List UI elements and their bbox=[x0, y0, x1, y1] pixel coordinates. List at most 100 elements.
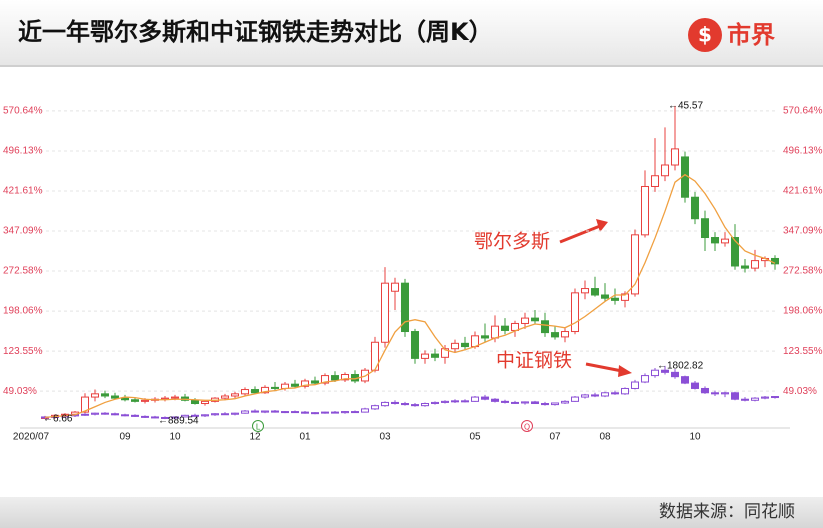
candle-body bbox=[601, 294, 609, 299]
annotation: ←45.57 bbox=[668, 101, 703, 112]
y2-tick-label: 198.06% bbox=[783, 306, 823, 317]
candle-body bbox=[731, 237, 739, 267]
candle-body bbox=[551, 402, 559, 406]
candle-body bbox=[541, 403, 549, 406]
candle-body bbox=[311, 412, 319, 415]
candle-body bbox=[451, 342, 459, 350]
candle-body bbox=[541, 320, 549, 334]
candle-body bbox=[631, 381, 639, 389]
candle-body bbox=[741, 398, 749, 401]
candle-body bbox=[661, 164, 669, 177]
candle-body bbox=[711, 392, 719, 395]
candle-body bbox=[231, 393, 239, 397]
candle-body bbox=[741, 265, 749, 269]
ma-line bbox=[44, 173, 776, 419]
y2-tick-label: 123.55% bbox=[783, 346, 823, 357]
y2-tick-label: 570.64% bbox=[783, 106, 823, 117]
candle-body bbox=[161, 416, 169, 419]
candle-body bbox=[601, 392, 609, 397]
candle-body bbox=[481, 335, 489, 339]
label-arrowhead bbox=[618, 365, 632, 377]
candle-body bbox=[261, 386, 269, 394]
candle-body bbox=[191, 414, 199, 417]
y-tick-label: 198.06% bbox=[3, 306, 43, 317]
candle-body bbox=[221, 395, 229, 399]
logo-text: 市界 bbox=[727, 21, 775, 49]
x-tick-label: 01 bbox=[299, 432, 311, 443]
logo-symbol: $ bbox=[698, 23, 712, 47]
candle-body bbox=[561, 331, 569, 338]
candle-body bbox=[241, 389, 249, 395]
candle-body bbox=[621, 293, 629, 301]
candle-body bbox=[281, 411, 289, 414]
candle-body bbox=[531, 317, 539, 322]
candle-body bbox=[591, 288, 599, 296]
annotation: ←6.66 bbox=[43, 414, 73, 425]
series-label: 鄂尔多斯 bbox=[474, 231, 550, 253]
candle-body bbox=[401, 403, 409, 406]
candle-body bbox=[721, 392, 729, 395]
candle-body bbox=[691, 382, 699, 389]
candle-body bbox=[391, 282, 399, 292]
candle-body bbox=[471, 396, 479, 402]
candle-body bbox=[551, 332, 559, 338]
candle-body bbox=[771, 396, 779, 399]
logo: $ 市界 bbox=[688, 18, 775, 52]
candle-body bbox=[411, 331, 419, 359]
x-tick-label: 03 bbox=[379, 432, 391, 443]
candle-body bbox=[101, 393, 109, 397]
candle-body bbox=[221, 413, 229, 416]
candle-body bbox=[171, 396, 179, 399]
annotation: ←889.54 bbox=[158, 416, 199, 427]
candle-body bbox=[751, 397, 759, 401]
candle-body bbox=[701, 387, 709, 394]
candle-body bbox=[181, 414, 189, 418]
candle-body bbox=[651, 369, 659, 377]
candle-body bbox=[111, 395, 119, 399]
title: 近一年鄂尔多斯和中证钢铁走势对比（周K） bbox=[18, 18, 493, 46]
candle-body bbox=[141, 399, 149, 402]
candle-body bbox=[171, 416, 179, 419]
label-arrow bbox=[559, 224, 601, 244]
x-tick-label: 08 bbox=[599, 432, 611, 443]
candle-body bbox=[131, 399, 139, 402]
candle-body bbox=[461, 400, 469, 403]
candle-body bbox=[331, 375, 339, 381]
candle-body bbox=[101, 412, 109, 415]
candle-body bbox=[761, 396, 769, 399]
candle-body bbox=[501, 325, 509, 331]
candle-body bbox=[121, 414, 129, 417]
label-arrow bbox=[585, 362, 623, 373]
candle-body bbox=[441, 348, 449, 358]
candle-body bbox=[521, 401, 529, 404]
candle-body bbox=[371, 405, 379, 410]
candle-body bbox=[211, 413, 219, 416]
header-band bbox=[0, 0, 823, 66]
x-tick-label: 12 bbox=[249, 432, 261, 443]
series-label: 中证钢铁 bbox=[496, 350, 572, 372]
candle-body bbox=[231, 412, 239, 415]
candle-body bbox=[481, 396, 489, 400]
candle-body bbox=[631, 234, 639, 295]
candle-body bbox=[591, 394, 599, 397]
candle-body bbox=[81, 413, 89, 416]
candle-body bbox=[201, 414, 209, 417]
candle-body bbox=[701, 218, 709, 239]
candle-body bbox=[391, 401, 399, 405]
candle-body bbox=[151, 416, 159, 419]
candle-body bbox=[571, 396, 579, 402]
y2-tick-label: 49.03% bbox=[783, 386, 817, 397]
candle-body bbox=[361, 408, 369, 413]
candle-body bbox=[561, 400, 569, 404]
candle-body bbox=[311, 380, 319, 384]
candle-body bbox=[301, 411, 309, 414]
candle-body bbox=[201, 400, 209, 405]
candle-body bbox=[671, 148, 679, 166]
y-tick-label: 347.09% bbox=[3, 226, 43, 237]
candle-body bbox=[341, 374, 349, 381]
candle-body bbox=[671, 371, 679, 378]
candle-body bbox=[91, 412, 99, 415]
candle-body bbox=[421, 353, 429, 359]
candle-body bbox=[501, 400, 509, 403]
